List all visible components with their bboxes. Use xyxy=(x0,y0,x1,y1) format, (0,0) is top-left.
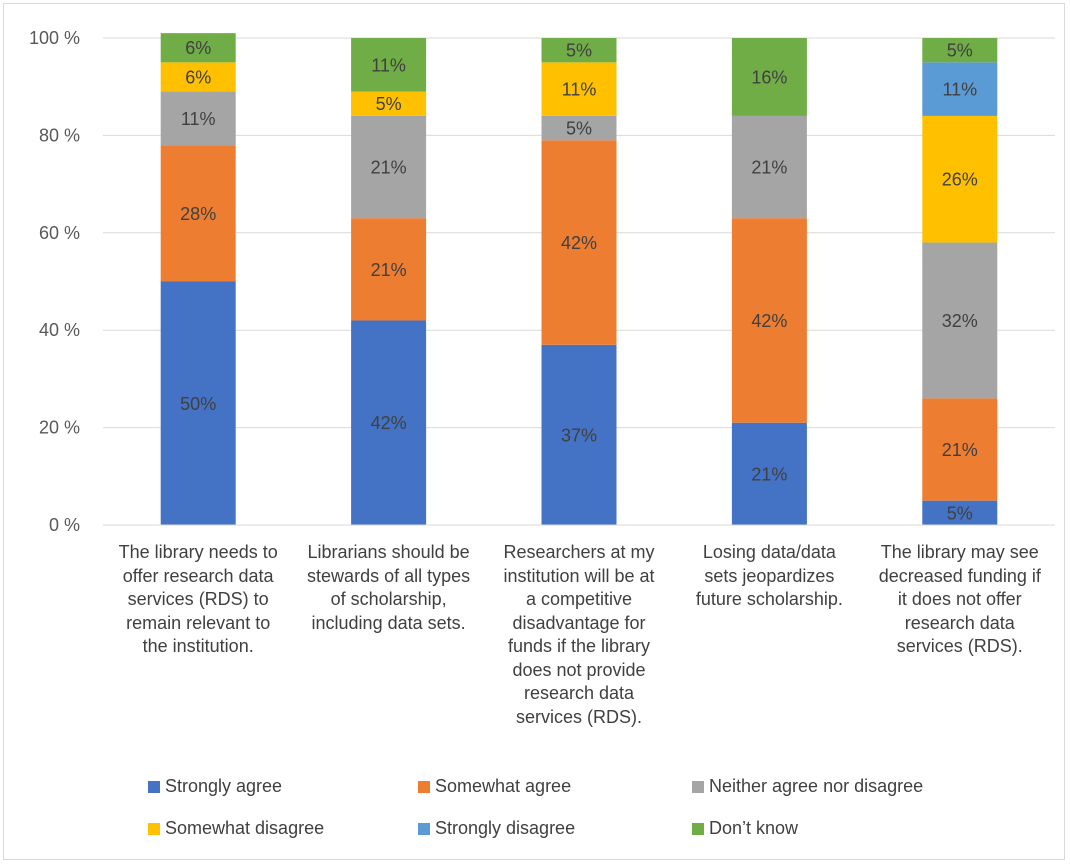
data-label: 32% xyxy=(942,311,978,331)
y-tick-label: 0 % xyxy=(49,515,80,535)
bar-segment xyxy=(922,242,998,399)
x-category-label-line: remain relevant to xyxy=(126,612,271,633)
x-category-label-line: a competitive xyxy=(525,589,633,609)
x-category-label: Librarians should be stewards of all type… xyxy=(289,541,489,635)
data-label: 6% xyxy=(185,38,211,58)
bar-segment xyxy=(351,38,427,92)
y-tick-label: 60 % xyxy=(39,223,80,243)
bar-segment xyxy=(922,115,998,243)
bar-segment xyxy=(351,91,427,116)
bar-segment xyxy=(160,33,236,63)
x-category-label-line: The library needs to xyxy=(118,542,278,562)
y-tick-label: 20 % xyxy=(39,418,80,438)
data-label: 28% xyxy=(180,204,216,224)
bar-segment xyxy=(541,38,617,63)
x-category-label: Losing data/data sets jeopardizes future s… xyxy=(669,541,869,612)
x-category-label-line: does not provide xyxy=(512,659,646,680)
bar-segment xyxy=(541,62,617,116)
bar-segment xyxy=(160,62,236,92)
bar-segment xyxy=(731,218,807,423)
bar-segment xyxy=(731,115,807,219)
x-category-label-line: Researchers at my xyxy=(503,542,655,562)
y-tick-label: 40 % xyxy=(39,320,80,340)
x-category-label-line: Librarians should be xyxy=(307,542,470,562)
x-category-label-line: institution will be at xyxy=(503,565,655,586)
data-label: 37% xyxy=(561,425,597,445)
bar-segment xyxy=(922,398,998,501)
x-category-label-line: services (RDS). xyxy=(896,636,1023,656)
data-label: 11% xyxy=(181,109,216,129)
data-label: 50% xyxy=(180,394,216,414)
x-category-label-line: disadvantage for xyxy=(512,612,646,633)
x-category-label-line: research data xyxy=(904,612,1015,633)
data-label: 5% xyxy=(947,503,973,523)
data-label: 5% xyxy=(566,41,592,61)
data-label: 42% xyxy=(561,233,597,253)
data-label: 26% xyxy=(942,170,978,190)
data-label: 5% xyxy=(566,119,592,139)
data-label: 11% xyxy=(942,80,977,100)
x-category-label: The library needs to offer research data s… xyxy=(98,541,298,659)
bar-segment xyxy=(922,38,998,63)
bar-segment xyxy=(541,344,617,525)
bar-segment xyxy=(922,62,998,116)
x-category-label-line: sets jeopardizes xyxy=(704,565,835,586)
x-category-label-line: funds if the library xyxy=(507,636,651,656)
chart-frame xyxy=(3,3,1065,860)
data-label: 21% xyxy=(751,464,787,484)
data-label: 11% xyxy=(371,55,406,75)
x-category-label: The library may see decreased funding if i… xyxy=(860,541,1060,659)
bar-segment xyxy=(541,140,617,345)
data-label: 5% xyxy=(947,41,973,61)
x-category-label-line: Losing data/data xyxy=(702,542,836,562)
bar-segment xyxy=(160,91,236,146)
y-tick-label: 80 % xyxy=(39,125,80,145)
bar-segment xyxy=(351,320,427,525)
bar-segment xyxy=(731,38,807,116)
bar-segment xyxy=(922,500,998,525)
x-category-label-line: including data sets. xyxy=(311,612,466,633)
x-category-label-line: it does not offer xyxy=(897,589,1022,609)
bar-segment xyxy=(351,115,427,219)
data-label: 6% xyxy=(185,67,211,87)
bar-segment xyxy=(351,218,427,321)
data-label: 16% xyxy=(751,67,787,87)
bar-segment xyxy=(160,145,236,282)
x-category-label-line: The library may see xyxy=(880,542,1039,562)
data-label: 11% xyxy=(562,80,597,100)
bar-segment xyxy=(731,422,807,525)
data-label: 5% xyxy=(376,94,402,114)
data-label: 21% xyxy=(371,158,407,178)
data-label: 21% xyxy=(371,260,407,280)
x-category-label-line: future scholarship. xyxy=(695,589,843,609)
bar-segment xyxy=(160,281,236,525)
x-category-label: Researchers at my institution will be at a… xyxy=(479,541,679,729)
data-label: 21% xyxy=(942,440,978,460)
x-category-label-line: research data xyxy=(523,683,635,703)
x-category-label-line: of scholarship, xyxy=(330,589,447,609)
data-label: 42% xyxy=(751,311,787,331)
x-category-label-line: services (RDS) to xyxy=(127,589,269,609)
y-tick-label: 100 % xyxy=(29,28,80,48)
bar-segment xyxy=(541,115,617,141)
data-label: 21% xyxy=(751,158,787,178)
x-category-label-line: stewards of all types xyxy=(307,565,471,586)
x-category-label-line: offer research data xyxy=(122,565,274,586)
x-category-label-line: services (RDS). xyxy=(515,706,642,727)
x-category-label-line: the institution. xyxy=(142,636,254,656)
x-category-label-line: decreased funding if xyxy=(878,565,1041,586)
data-label: 42% xyxy=(371,413,407,433)
